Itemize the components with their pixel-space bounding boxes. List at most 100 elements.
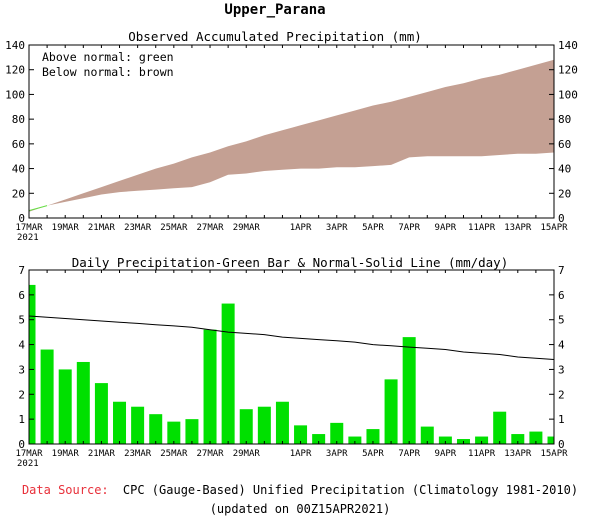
x-tick-label: 25MAR	[160, 223, 188, 233]
y-tick-label-left: 7	[18, 264, 25, 277]
y-tick-label-right: 60	[558, 138, 571, 151]
x-tick-label: 11APR	[468, 449, 496, 459]
daily-bar	[221, 303, 235, 444]
footer-source-label: Data Source:	[22, 483, 109, 497]
y-tick-label-right: 5	[558, 314, 565, 327]
x-tick-label: 27MAR	[196, 223, 224, 233]
normal-daily-line	[28, 315, 555, 360]
x-tick-label: 3APR	[326, 223, 348, 233]
daily-bar	[348, 436, 362, 444]
y-tick-label-right: 140	[558, 39, 578, 52]
x-tick-label: 19MAR	[52, 223, 80, 233]
daily-bar	[40, 349, 54, 444]
y-tick-label-right: 20	[558, 187, 571, 200]
x-year-label: 2021	[17, 459, 39, 469]
y-tick-label-left: 80	[12, 113, 25, 126]
daily-bar	[402, 337, 416, 444]
y-tick-label-left: 140	[5, 39, 25, 52]
y-tick-label-left: 0	[18, 212, 25, 225]
daily-bar	[149, 414, 163, 444]
daily-bar	[312, 434, 326, 444]
daily-bar	[76, 361, 90, 444]
daily-bar	[438, 436, 452, 444]
daily-bar	[493, 411, 507, 444]
daily-chart-title: Daily Precipitation-Green Bar & Normal-S…	[72, 255, 509, 270]
x-tick-label: 23MAR	[124, 223, 152, 233]
daily-bar	[294, 425, 308, 444]
x-tick-label: 17MAR	[15, 223, 43, 233]
daily-bar	[94, 383, 108, 444]
x-tick-label: 7APR	[398, 449, 420, 459]
x-tick-label: 23MAR	[124, 449, 152, 459]
y-tick-label-left: 5	[18, 314, 25, 327]
x-tick-label: 7APR	[398, 223, 420, 233]
daily-bar	[167, 421, 181, 444]
daily-bar	[29, 284, 36, 444]
y-tick-label-left: 100	[5, 88, 25, 101]
x-year-label: 2021	[17, 233, 39, 243]
x-tick-label: 19MAR	[52, 449, 80, 459]
x-tick-label: 11APR	[468, 223, 496, 233]
daily-chart: Daily Precipitation-Green Bar & Normal-S…	[15, 255, 568, 469]
daily-bar	[366, 429, 380, 444]
x-tick-label: 3APR	[326, 449, 348, 459]
daily-bar	[475, 436, 489, 444]
x-tick-label: 17MAR	[15, 449, 43, 459]
x-tick-label: 5APR	[362, 449, 384, 459]
y-tick-label-left: 3	[18, 363, 25, 376]
daily-bar	[185, 419, 199, 444]
x-tick-label: 25MAR	[160, 449, 188, 459]
y-tick-label-left: 20	[12, 187, 25, 200]
y-tick-label-right: 3	[558, 363, 565, 376]
daily-bar	[203, 329, 217, 444]
x-tick-label: 29MAR	[233, 449, 261, 459]
daily-plot-frame	[28, 269, 555, 445]
daily-bar	[330, 422, 344, 444]
x-tick-label: 15APR	[540, 449, 568, 459]
y-tick-label-right: 4	[558, 339, 565, 352]
x-tick-label: 1APR	[290, 449, 312, 459]
footer-updated: (updated on 00Z15APR2021)	[210, 502, 391, 516]
x-tick-label: 15APR	[540, 223, 568, 233]
y-tick-label-left: 60	[12, 138, 25, 151]
y-tick-label-right: 2	[558, 388, 565, 401]
x-tick-label: 21MAR	[88, 223, 116, 233]
x-tick-label: 5APR	[362, 223, 384, 233]
daily-bar	[275, 401, 289, 444]
legend-below-normal: Below normal: brown	[42, 65, 174, 79]
footer-source-line: Data Source: CPC (Gauge-Based) Unified P…	[22, 483, 578, 497]
y-tick-label-left: 0	[18, 438, 25, 451]
footer-source-text: CPC (Gauge-Based) Unified Precipitation …	[123, 483, 578, 497]
x-tick-label: 27MAR	[196, 449, 224, 459]
x-tick-label: 9APR	[435, 223, 457, 233]
legend-above-normal: Above normal: green	[42, 50, 174, 64]
x-tick-label: 13APR	[504, 449, 532, 459]
x-tick-label: 13APR	[504, 223, 532, 233]
region-title: Upper_Parana	[224, 2, 325, 18]
y-tick-label-left: 2	[18, 388, 25, 401]
below-normal-area	[29, 59, 554, 212]
daily-bar	[511, 434, 525, 444]
y-tick-label-left: 120	[5, 64, 25, 77]
x-tick-label: 29MAR	[233, 223, 261, 233]
daily-bar	[384, 379, 398, 444]
observed-accumulated-line	[28, 205, 48, 212]
y-tick-label-right: 7	[558, 264, 565, 277]
daily-bar	[529, 431, 543, 444]
y-tick-label-left: 4	[18, 339, 25, 352]
y-tick-label-right: 40	[558, 163, 571, 176]
y-tick-label-right: 0	[558, 438, 565, 451]
daily-bar	[420, 426, 434, 444]
daily-bar	[239, 409, 253, 444]
daily-bar	[58, 369, 72, 444]
y-tick-label-left: 1	[18, 413, 25, 426]
daily-bar	[257, 406, 271, 444]
daily-bar	[131, 406, 145, 444]
x-tick-label: 1APR	[290, 223, 312, 233]
y-tick-label-left: 6	[18, 289, 25, 302]
y-tick-label-right: 0	[558, 212, 565, 225]
y-tick-label-right: 1	[558, 413, 565, 426]
y-tick-label-right: 120	[558, 64, 578, 77]
x-tick-label: 21MAR	[88, 449, 116, 459]
accumulated-plot-frame	[28, 44, 555, 219]
